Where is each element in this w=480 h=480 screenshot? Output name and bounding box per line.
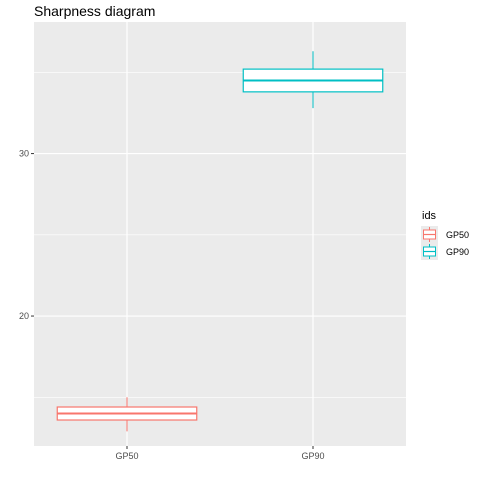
boxplots [56, 51, 384, 432]
boxplot-gp90 [242, 51, 384, 109]
legend-key-gp50 [421, 226, 438, 243]
legend: ids GP50 GP90 [421, 210, 469, 260]
x-tick-label: GP90 [301, 451, 324, 461]
legend-label: GP50 [446, 230, 469, 240]
boxplot-gp50 [56, 397, 198, 432]
plot-panel [34, 22, 406, 446]
x-tick-label: GP50 [115, 451, 138, 461]
y-tick-label: 20 [19, 311, 29, 321]
y-tick-label: 30 [19, 149, 29, 159]
legend-title: ids [422, 210, 437, 222]
x-axis: GP50 GP90 [115, 446, 325, 461]
chart-title: Sharpness diagram [34, 3, 155, 19]
legend-label: GP90 [446, 247, 469, 257]
legend-key-gp90 [421, 243, 438, 260]
